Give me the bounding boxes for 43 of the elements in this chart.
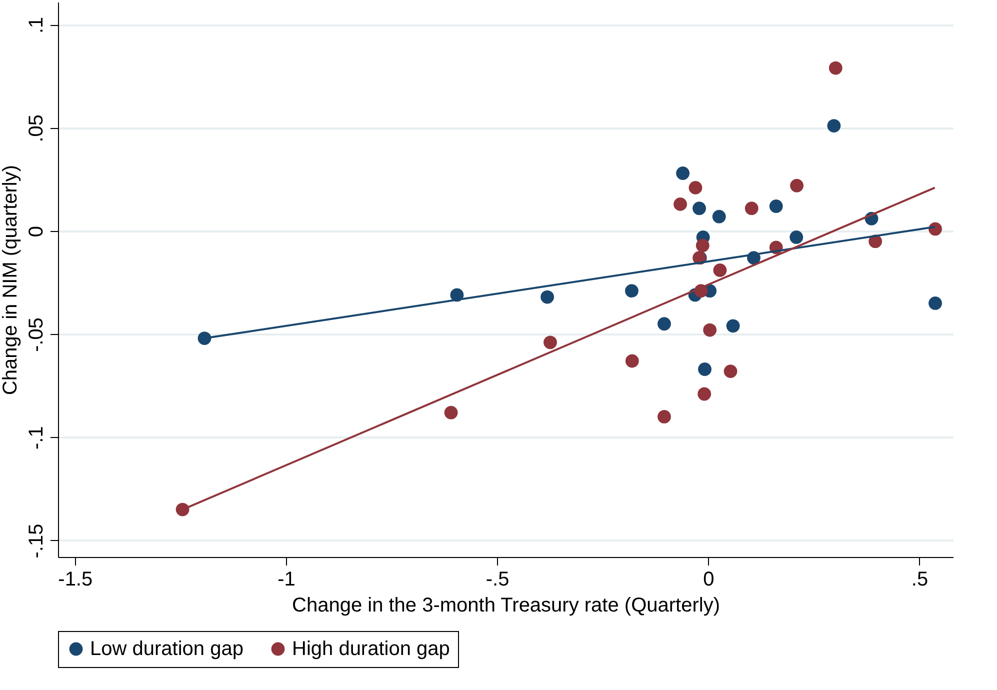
point xyxy=(928,296,942,310)
legend-label: Low duration gap xyxy=(90,638,244,660)
point xyxy=(696,238,710,252)
point xyxy=(744,202,758,216)
point xyxy=(769,200,783,213)
point xyxy=(658,317,671,331)
y-tick-label: .05 xyxy=(26,114,48,142)
point xyxy=(698,387,712,401)
x-tick-label: -1.5 xyxy=(58,568,93,590)
y-axis-title: Change in NIM (quarterly) xyxy=(0,164,22,396)
point xyxy=(444,406,458,420)
x-tick-label: -.5 xyxy=(486,568,510,590)
point xyxy=(726,319,740,333)
point xyxy=(703,323,717,337)
y-tick-label: -.15 xyxy=(26,524,48,558)
y-tick-label: .1 xyxy=(26,16,48,34)
point xyxy=(540,290,554,304)
point xyxy=(724,364,738,378)
point xyxy=(674,198,687,211)
point xyxy=(692,202,706,216)
y-tick-label: -.1 xyxy=(26,426,48,450)
point xyxy=(828,61,842,75)
point xyxy=(790,230,804,244)
point xyxy=(198,332,212,345)
point xyxy=(658,410,671,424)
point xyxy=(676,166,690,180)
point xyxy=(827,119,841,132)
legend-label: High duration gap xyxy=(292,638,450,660)
point xyxy=(625,354,639,368)
point xyxy=(712,210,726,224)
point xyxy=(928,222,942,236)
y-tick-label: -.05 xyxy=(26,317,48,352)
point xyxy=(625,284,638,298)
y-tick-label: 0 xyxy=(26,226,48,238)
point xyxy=(698,362,712,376)
point xyxy=(790,178,804,192)
x-tick-label: .5 xyxy=(911,568,928,590)
point xyxy=(688,180,702,194)
point xyxy=(544,336,557,350)
x-axis-title: Change in the 3-month Treasury rate (Quarterly) xyxy=(292,594,720,616)
x-tick-label: -1 xyxy=(278,568,296,590)
x-tick-label: 0 xyxy=(703,568,714,590)
point xyxy=(713,264,727,277)
